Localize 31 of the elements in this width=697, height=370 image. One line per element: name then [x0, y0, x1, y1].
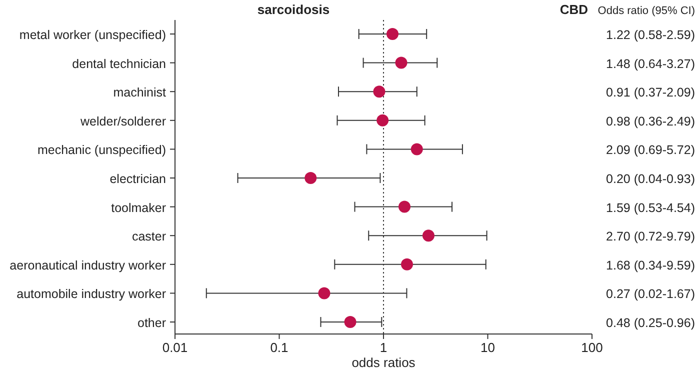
y-tick-label: automobile industry worker [16, 287, 166, 302]
data-label: 0.98 (0.36-2.49) [606, 114, 695, 128]
y-tick-label: caster [132, 230, 166, 244]
data-label: 0.91 (0.37-2.09) [606, 86, 695, 100]
data-label: 0.48 (0.25-0.96) [606, 316, 695, 330]
y-tick-label: toolmaker [111, 200, 166, 215]
y-tick-label: electrician [110, 172, 166, 186]
text: Odds ratio (95% CI) [598, 5, 695, 17]
x-tick-label: 10 [480, 340, 495, 355]
x-tick-label: 0.01 [162, 340, 188, 355]
y-tick-label: welder/solderer [80, 114, 166, 128]
y-tick-label: dental technician [72, 56, 166, 71]
y-tick-label: metal worker (unspecified) [19, 28, 166, 42]
data-label: 1.59 (0.53-4.54) [606, 200, 695, 215]
y-tick-label: machinist [113, 86, 167, 100]
x-tick-label: 0.1 [270, 340, 288, 355]
data-label: 2.09 (0.69-5.72) [606, 143, 695, 158]
data-label: 1.68 (0.34-9.59) [606, 258, 695, 272]
y-tick-label: aeronautical industry worker [10, 258, 166, 272]
x-tick-label: 1 [380, 340, 388, 355]
data-label: 1.22 (0.58-2.59) [606, 28, 695, 42]
data-label: 2.70 (0.72-9.79) [606, 230, 695, 244]
text: sarcoidosis [257, 2, 330, 17]
x-axis-title: odds ratios [352, 355, 416, 370]
data-label: 0.20 (0.04-0.93) [606, 172, 695, 186]
data-label: 0.27 (0.02-1.67) [606, 287, 695, 302]
text: CBD [560, 2, 588, 17]
y-tick-label: mechanic (unspecified) [37, 143, 166, 158]
x-tick-label: 100 [581, 340, 603, 355]
y-tick-label: other [138, 316, 166, 330]
data-label: 1.48 (0.64-3.27) [606, 56, 695, 71]
